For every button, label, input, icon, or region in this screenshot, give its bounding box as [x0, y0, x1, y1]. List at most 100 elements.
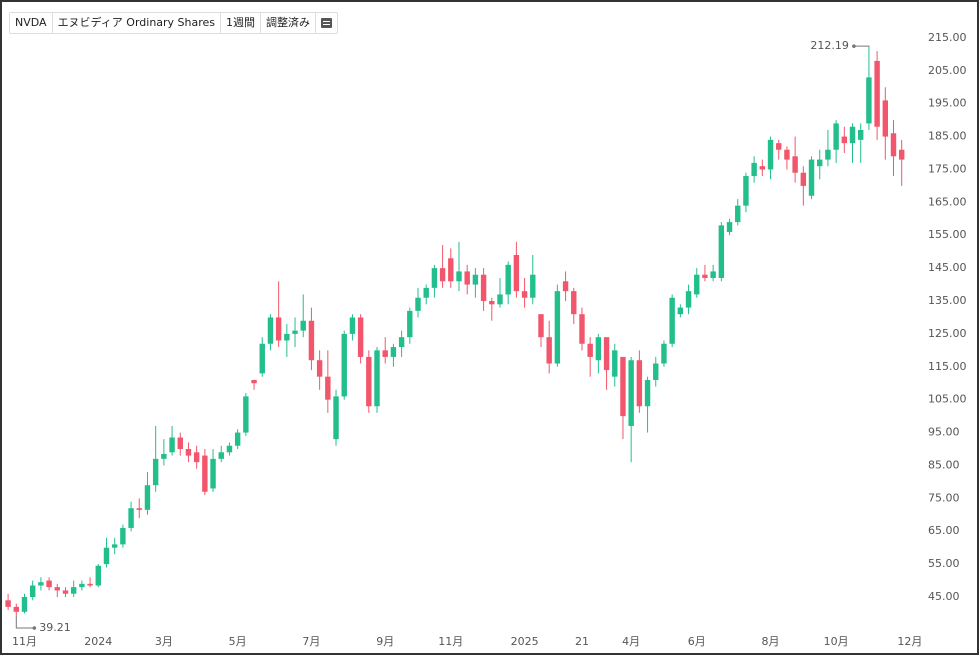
candle-body [644, 379, 651, 407]
y-tick-label: 115.00 [928, 360, 967, 373]
candle-body [284, 333, 290, 341]
candle-body [448, 258, 454, 282]
candle-body [161, 453, 167, 459]
candle-body [431, 268, 438, 288]
y-tick-label: 145.00 [928, 261, 967, 274]
y-tick-label: 65.00 [928, 524, 960, 537]
y-tick-label: 55.00 [928, 557, 960, 570]
candle-body [357, 317, 364, 357]
candle-body [726, 222, 733, 232]
candle-body [743, 176, 749, 206]
candle-body [858, 130, 864, 140]
candle-body [152, 458, 159, 486]
candle-body [439, 268, 446, 282]
annotation-dot [32, 626, 37, 630]
candle-body [177, 437, 183, 450]
candle-body [636, 360, 643, 407]
menu-icon [321, 18, 333, 28]
candle-body [13, 606, 20, 612]
candle-body [669, 297, 675, 344]
candle-body [38, 582, 44, 586]
candle-body [784, 149, 790, 160]
candle-body [382, 350, 388, 357]
y-tick-label: 175.00 [928, 162, 967, 175]
candle-body [595, 337, 602, 361]
candle-body [792, 156, 798, 173]
candle-body [612, 350, 618, 377]
candle-body [480, 274, 487, 302]
x-tick-label: 8月 [762, 635, 780, 648]
candle-body [497, 294, 503, 305]
candle-body [718, 225, 725, 278]
candle-body [472, 274, 479, 285]
candle-body [735, 205, 741, 223]
candle-body [87, 583, 93, 586]
x-tick-label: 9月 [376, 635, 394, 648]
candle-body [185, 449, 192, 456]
candle-body [325, 376, 331, 400]
y-tick-label: 105.00 [928, 393, 967, 406]
candle-body [776, 143, 782, 150]
candle-body [111, 544, 118, 548]
x-tick-label: 2024 [84, 635, 112, 648]
interval-button[interactable]: 1週間 [221, 13, 262, 33]
toolbar: NVDA エヌビディア Ordinary Shares 1週間 調整済み [9, 12, 339, 34]
candle-body [46, 580, 52, 588]
candle-body [546, 337, 552, 364]
candle-body [62, 590, 69, 594]
candle-body [210, 458, 216, 489]
candle-body [702, 274, 708, 278]
candle-body [70, 587, 77, 594]
candle-body [267, 317, 274, 344]
candle-body [653, 363, 659, 380]
candle-body [308, 320, 315, 361]
candle-body [890, 133, 897, 157]
candle-body [538, 314, 544, 338]
candle-body [120, 527, 126, 545]
candle-body [136, 508, 142, 510]
menu-button[interactable] [316, 13, 337, 33]
candle-body [800, 172, 807, 186]
candle-body [808, 159, 815, 196]
y-tick-label: 155.00 [928, 228, 967, 241]
candle-body [300, 320, 306, 331]
candle-body [21, 597, 28, 612]
symbol[interactable]: NVDA [10, 13, 53, 33]
x-tick-label: 11月 [12, 635, 37, 648]
candle-body [415, 297, 421, 311]
y-tick-label: 165.00 [928, 195, 967, 208]
candle-body [505, 264, 511, 295]
adjustment-button[interactable]: 調整済み [261, 13, 317, 33]
x-tick-label: 21 [575, 635, 589, 648]
candle-body [882, 100, 889, 137]
candle-body [169, 437, 175, 453]
x-tick-label: 7月 [302, 635, 320, 648]
x-tick-label: 4月 [622, 635, 640, 648]
candle-body [398, 337, 405, 348]
candle-body [661, 343, 667, 364]
candle-body [833, 123, 839, 150]
candle-body [562, 281, 569, 292]
candle-body [603, 337, 610, 371]
y-tick-label: 205.00 [928, 64, 967, 77]
x-tick-label: 12月 [897, 635, 922, 648]
candle-body [349, 317, 356, 334]
x-tick-label: 5月 [229, 635, 247, 648]
y-tick-label: 215.00 [928, 31, 967, 44]
candle-body [620, 356, 626, 417]
x-tick-label: 2025 [511, 635, 539, 648]
candle-body [841, 136, 848, 144]
y-tick-label: 135.00 [928, 294, 967, 307]
y-tick-label: 185.00 [928, 130, 967, 143]
candle-body [333, 396, 339, 440]
candle-body [144, 485, 151, 510]
candle-body [751, 162, 757, 177]
y-tick-label: 75.00 [928, 491, 960, 504]
candle-body [193, 452, 200, 463]
candle-body [103, 547, 110, 565]
candle-body [95, 565, 101, 586]
instrument-name[interactable]: エヌビディア Ordinary Shares [53, 13, 222, 33]
x-tick-label: 11月 [438, 635, 463, 648]
candle-body [767, 139, 774, 170]
